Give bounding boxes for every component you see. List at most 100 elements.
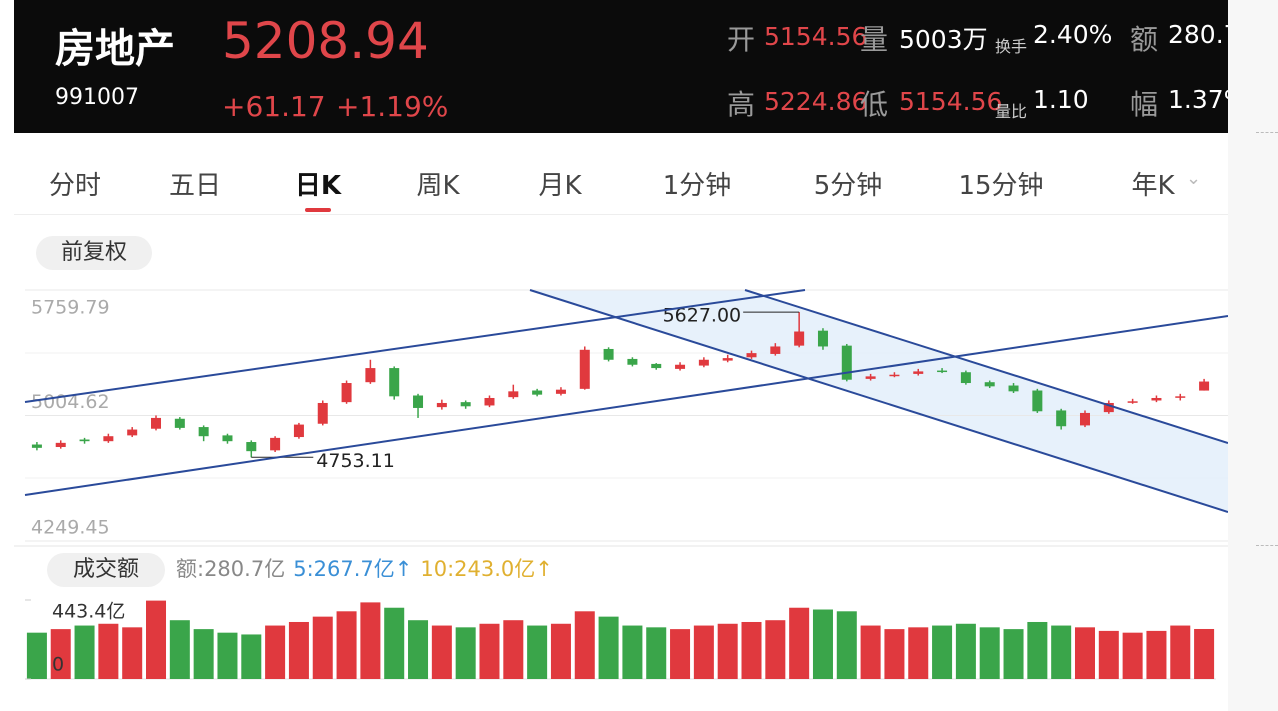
volume-bar [74, 625, 95, 679]
y-tick-label: 5004.62 [31, 391, 110, 413]
volume-bar [574, 611, 595, 679]
tab[interactable]: 年K [1131, 171, 1175, 201]
volume-bar [146, 600, 167, 679]
volume-bar [241, 634, 262, 679]
volume-bar [741, 621, 762, 679]
price: 5208.94 [222, 12, 429, 70]
volume-bar [646, 627, 667, 679]
candle-body [31, 444, 42, 448]
candle-body [675, 364, 686, 369]
candle-body [246, 442, 257, 452]
stat-label: 量比 [995, 102, 1028, 121]
volume-title-pill [47, 553, 165, 587]
candle-body [722, 358, 733, 361]
volume-bar [408, 620, 429, 679]
tab[interactable]: 周K [416, 171, 460, 201]
candle-body [1103, 402, 1114, 413]
divider [14, 214, 1228, 215]
volume-bar [622, 625, 643, 679]
candle-body [913, 371, 924, 374]
tab[interactable]: 日K [294, 171, 342, 201]
volume-title: 成交额 [73, 557, 139, 582]
candle-body [198, 427, 209, 437]
quote-header: 房地产 991007 5208.94 +61.17 +1.19% 开 5154.… [14, 0, 1228, 133]
stat-label: 开 [727, 23, 756, 56]
stock-name: 房地产 [55, 26, 175, 72]
stat-value: 1.10 [1033, 85, 1089, 114]
candle-body [1127, 401, 1138, 403]
candle-body [436, 402, 447, 408]
volume-bar [193, 629, 214, 679]
candle-body [841, 345, 852, 380]
divider [1256, 545, 1278, 546]
volume-legend: 额:280.7亿 [176, 557, 285, 581]
candle-body [365, 368, 376, 383]
volume-bar [1051, 625, 1072, 679]
stat-label: 低 [860, 88, 889, 121]
tab[interactable]: 5分钟 [813, 171, 883, 201]
candle-body [555, 389, 566, 394]
candle-body [579, 349, 590, 389]
volume-bar [1170, 625, 1191, 679]
tab-underline [305, 208, 331, 212]
volume-bar [908, 627, 929, 679]
volume-bar [1146, 630, 1167, 679]
trend-line [529, 289, 1228, 513]
volume-bar [265, 625, 286, 679]
candle-body [1175, 396, 1186, 398]
volume-bar [527, 625, 548, 679]
candle-body [960, 372, 971, 384]
candle-body [341, 383, 352, 403]
volume-bar [479, 623, 500, 679]
candle-body [389, 368, 400, 397]
candle-body [174, 418, 185, 428]
volume-bar [50, 629, 71, 679]
candle-body [222, 435, 233, 442]
tab[interactable]: 月K [538, 171, 582, 201]
stat-value: 5003万 [899, 25, 988, 54]
change-pct: +1.19% [336, 90, 449, 123]
candle-body [293, 424, 304, 438]
volume-bar [1027, 621, 1048, 679]
candle-body [532, 390, 543, 395]
stat-label: 换手 [995, 37, 1028, 56]
annotation: 4753.11 [316, 450, 395, 472]
y-tick-label: 5759.79 [31, 297, 110, 319]
candle-body [317, 402, 328, 424]
candle-body [270, 437, 281, 451]
volume-bar [670, 629, 691, 679]
volume-bar [455, 627, 476, 679]
candle-body [627, 358, 638, 365]
candle-body [508, 391, 519, 398]
adjust-button[interactable]: 前复权 [36, 236, 152, 270]
volume-bar [360, 602, 381, 679]
stat-value: 1.37% [1168, 85, 1228, 114]
stat-label: 量 [860, 23, 889, 56]
candle-body [889, 374, 900, 377]
volume-tick-label: 0 [52, 654, 64, 676]
tab[interactable]: 分时 [48, 171, 102, 201]
dropdown-icon[interactable]: ⌄ [1186, 168, 1202, 189]
y-tick-label: 4249.45 [31, 517, 110, 539]
volume-bar [384, 607, 405, 679]
volume-bar [1074, 627, 1095, 679]
tab[interactable]: 1分钟 [662, 171, 732, 201]
tab[interactable]: 五日 [168, 171, 222, 201]
volume-bar [955, 623, 976, 679]
divider [1256, 132, 1278, 133]
volume-bar [979, 627, 1000, 679]
volume-bar [1098, 630, 1119, 679]
volume-bar [765, 620, 786, 679]
tab[interactable]: 15分钟 [958, 171, 1044, 201]
change: +61.17 [222, 90, 326, 123]
volume-bar [932, 625, 953, 679]
candle-body [127, 429, 138, 436]
candle-body [1199, 381, 1210, 391]
volume-bar [1003, 629, 1024, 679]
annotation: 5627.00 [663, 305, 742, 327]
volume-bar [836, 611, 857, 679]
volume-bar [860, 625, 881, 679]
candle-body [746, 353, 757, 358]
volume-legend: 10:243.0亿↑ [420, 557, 553, 581]
